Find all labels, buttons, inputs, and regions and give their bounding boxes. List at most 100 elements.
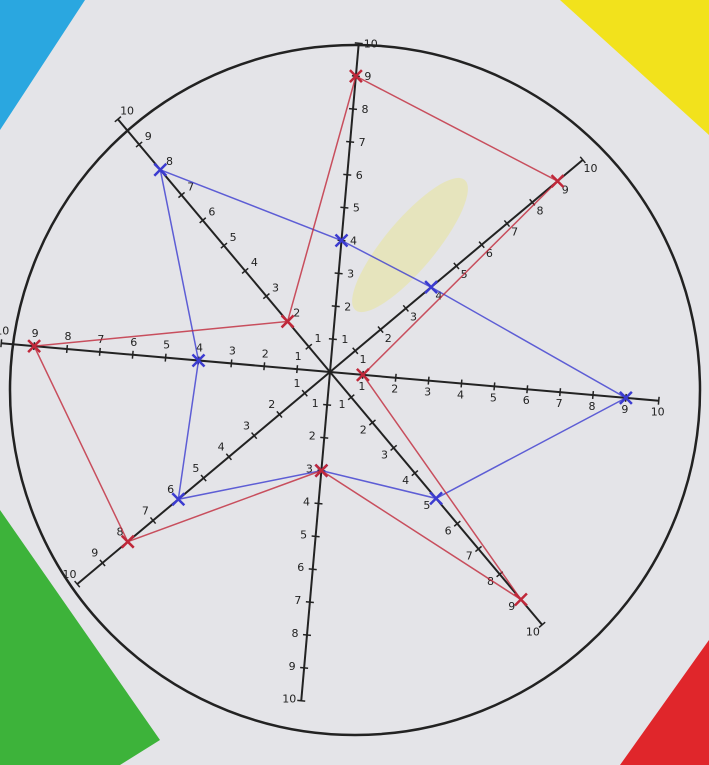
tick-label: 5 xyxy=(230,231,237,244)
tick-mark xyxy=(428,377,429,385)
tick-label: 4 xyxy=(303,495,310,508)
tick-label: 4 xyxy=(218,441,225,454)
point-cross xyxy=(122,536,134,548)
tick-label: 6 xyxy=(297,561,304,574)
tick-label: 3 xyxy=(381,449,388,462)
tick-label: 5 xyxy=(423,499,430,512)
tick-label: 3 xyxy=(272,281,279,294)
tick-mark xyxy=(303,635,311,636)
tick-label: 3 xyxy=(347,267,354,280)
tick-mark xyxy=(315,503,323,504)
tick-mark xyxy=(494,382,495,390)
tick-label: 10 xyxy=(584,162,598,175)
tick-label: 2 xyxy=(385,332,392,345)
smudge xyxy=(336,164,484,326)
tick-label: 8 xyxy=(292,627,299,640)
tick-mark xyxy=(306,602,314,603)
tick-label: 4 xyxy=(251,256,258,269)
tick-label: 1 xyxy=(314,332,321,345)
tick-label: 2 xyxy=(268,398,275,411)
tick-label: 10 xyxy=(364,37,378,50)
tick-label: 10 xyxy=(282,693,296,706)
tick-mark xyxy=(67,345,68,353)
tick-label: 2 xyxy=(293,307,300,320)
tick-label: 6 xyxy=(356,169,363,182)
tick-label: 9 xyxy=(621,403,628,416)
tick-label: 10 xyxy=(62,568,76,581)
tick-mark xyxy=(395,374,396,382)
tick-mark xyxy=(346,142,354,143)
tick-label: 4 xyxy=(402,474,409,487)
tick-label: 7 xyxy=(359,136,366,149)
tick-label: 2 xyxy=(391,383,398,396)
tick-mark xyxy=(658,397,659,405)
point-cross xyxy=(430,492,442,504)
tick-label: 9 xyxy=(32,327,39,340)
tick-mark xyxy=(343,174,351,175)
tick-label: 8 xyxy=(536,204,543,217)
tick-mark xyxy=(300,668,308,669)
tick-label: 9 xyxy=(289,660,296,673)
series-line xyxy=(34,76,557,599)
tick-label: 6 xyxy=(523,394,530,407)
yellow-paper xyxy=(560,0,709,135)
chart: 1 2 3 4 5 6 7 8 9 10 1 2 3 4 5 6 7 8 9 10 1 2 3 4 5 6 7 8 9 10 1 2 3 4 5 6 7… xyxy=(0,0,709,765)
tick-label: 7 xyxy=(511,226,518,239)
tick-mark xyxy=(527,385,528,393)
tick-mark xyxy=(264,362,265,370)
red-paper xyxy=(620,640,709,765)
tick-label: 1 xyxy=(358,380,365,393)
tick-label: 4 xyxy=(457,388,464,401)
green-paper xyxy=(0,510,160,765)
tick-mark xyxy=(132,351,133,359)
tick-label: 5 xyxy=(300,528,307,541)
tick-label: 1 xyxy=(312,397,319,410)
tick-mark xyxy=(320,437,328,438)
tick-label: 10 xyxy=(0,324,9,337)
tick-label: 1 xyxy=(359,353,366,366)
tick-label: 10 xyxy=(651,406,665,419)
tick-mark xyxy=(335,273,343,274)
tick-label: 8 xyxy=(166,155,173,168)
tick-label: 10 xyxy=(120,104,134,117)
tick-label: 2 xyxy=(344,300,351,313)
tick-label: 6 xyxy=(208,206,215,219)
tick-label: 9 xyxy=(508,600,515,613)
tick-label: 7 xyxy=(294,594,301,607)
tick-label: 3 xyxy=(424,386,431,399)
tick-mark xyxy=(165,354,166,362)
tick-label: 7 xyxy=(556,397,563,410)
tick-mark xyxy=(297,700,305,701)
blue-paper xyxy=(0,0,85,130)
tick-mark xyxy=(593,391,594,399)
outer-circle xyxy=(10,45,700,735)
tick-label: 6 xyxy=(445,524,452,537)
tick-mark xyxy=(349,109,357,110)
point-cross xyxy=(515,594,527,606)
tick-mark xyxy=(323,405,331,406)
tick-mark xyxy=(329,339,337,340)
tick-label: 5 xyxy=(490,391,497,404)
tick-label: 2 xyxy=(309,430,316,443)
tick-label: 1 xyxy=(339,398,346,411)
tick-label: 7 xyxy=(466,550,473,563)
page: {"chart_data": {"type": "radar", "rlim":… xyxy=(0,0,709,765)
tick-label: 3 xyxy=(243,419,250,432)
tick-mark xyxy=(297,365,298,373)
tick-label: 8 xyxy=(588,400,595,413)
tick-mark xyxy=(461,380,462,388)
tick-mark xyxy=(355,43,363,44)
tick-label: 9 xyxy=(91,547,98,560)
tick-mark xyxy=(312,536,320,537)
tick-label: 8 xyxy=(361,103,368,116)
point-cross xyxy=(154,164,166,176)
tick-label: 10 xyxy=(526,626,540,639)
tick-mark xyxy=(1,339,2,347)
tick-mark xyxy=(340,207,348,208)
tick-label: 5 xyxy=(192,462,199,475)
tick-label: 5 xyxy=(353,202,360,215)
tick-mark xyxy=(100,348,101,356)
tick-label: 6 xyxy=(130,336,137,349)
tick-mark xyxy=(231,359,232,367)
tick-label: 1 xyxy=(294,377,301,390)
